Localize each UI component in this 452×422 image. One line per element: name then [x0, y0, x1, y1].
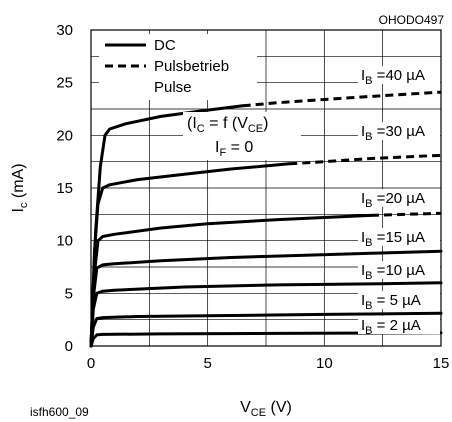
x-tick-label: 5	[203, 355, 211, 372]
legend-label-dc: DC	[154, 37, 176, 54]
curve-label: IB = 5 µA	[361, 292, 421, 312]
curve-label-bg	[358, 291, 440, 309]
x-tick-label: 10	[316, 355, 333, 372]
y-tick-label: 5	[65, 285, 73, 302]
figure-id: isfh600_09	[30, 405, 89, 419]
x-tick-label: 0	[87, 355, 95, 372]
legend-label-pulse: Pulse	[154, 79, 192, 96]
y-tick-label: 10	[56, 233, 73, 250]
curve-label-bg	[358, 261, 440, 279]
curve-label-bg	[358, 189, 440, 207]
annotation-if: IF = 0	[215, 139, 253, 159]
curve-labels: IB =40 µA IB =30 µA IB =20 µA IB =15 µA IB =…	[358, 66, 440, 337]
curve-label: IB =10 µA	[361, 262, 425, 282]
curve-dc	[89, 213, 373, 348]
y-tick-label: 25	[56, 75, 73, 92]
curve-label-bg	[358, 316, 440, 334]
curve-dc	[89, 249, 443, 348]
y-tick-label: 30	[56, 22, 73, 39]
tick-labels: 0 5 10 15 0 5 10 15 20 25 30	[56, 22, 449, 372]
annotation-bg	[183, 112, 301, 160]
curve-label-bg	[358, 228, 440, 246]
x-tick-label: 15	[433, 355, 450, 372]
legend: DC Pulsbetrieb Pulse	[99, 34, 257, 100]
legend-label-pulsbetrieb: Pulsbetrieb	[154, 58, 229, 75]
curve-label: IB = 2 µA	[361, 317, 421, 337]
x-axis-title: VCE (V)	[240, 399, 292, 419]
annotation-function: (IC = f (VCE)	[187, 115, 268, 135]
curve-dc	[89, 281, 443, 348]
annotations: (IC = f (VCE) IF = 0	[183, 112, 301, 160]
curve-pulse	[242, 90, 442, 108]
curve-label: IB =15 µA	[361, 229, 425, 249]
curve-label: IB =30 µA	[361, 123, 425, 143]
curve-label-bg	[358, 122, 440, 140]
curve-label: IB =20 µA	[361, 190, 425, 210]
curve-dc	[89, 331, 443, 348]
curve-dc	[89, 311, 443, 348]
curve-dc	[89, 162, 291, 348]
y-axis-title: Ic (mA)	[10, 163, 30, 212]
y-tick-label: 20	[56, 127, 73, 144]
curve-pulse	[289, 153, 442, 166]
document-code: OHODO497	[379, 13, 445, 27]
curve-label: IB =40 µA	[361, 67, 425, 87]
y-tick-label: 0	[65, 338, 73, 355]
plot-frame	[90, 29, 442, 347]
y-tick-label: 15	[56, 180, 73, 197]
curve-pulse	[370, 211, 442, 217]
curve-label-bg	[358, 66, 440, 84]
curves	[89, 90, 443, 348]
